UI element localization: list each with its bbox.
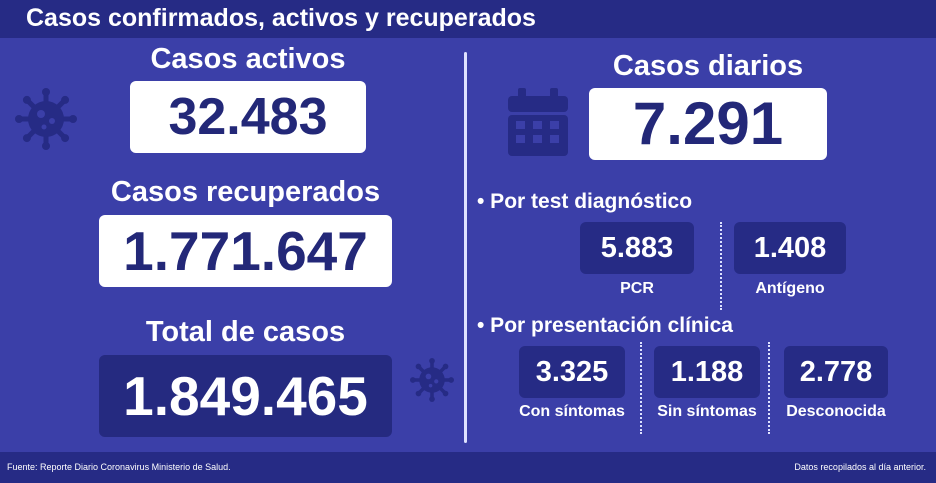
with-symptoms-label: Con síntomas (519, 403, 625, 420)
unknown-label: Desconocida (786, 403, 886, 420)
without-symptoms-label: Sin síntomas (657, 403, 757, 420)
pcr-label: PCR (620, 280, 654, 297)
daily-cases-label: Casos diarios (612, 50, 804, 82)
total-cases-label: Total de casos (145, 316, 346, 348)
data-note: Datos recopilados al día anterior. (794, 462, 926, 472)
pcr-value: 5.883 (580, 222, 694, 274)
test-section-title: • Por test diagnóstico (477, 190, 693, 213)
virus-icon (15, 88, 77, 150)
page-title: Casos confirmados, activos y recuperados (26, 4, 536, 32)
dotted-divider (720, 222, 722, 310)
virus-icon (410, 358, 454, 402)
recovered-cases-label: Casos recuperados (110, 176, 381, 208)
header-bar (0, 0, 936, 38)
dotted-divider (640, 342, 642, 434)
footer-bar (0, 452, 936, 483)
active-cases-value: 32.483 (130, 81, 366, 153)
antigen-value: 1.408 (734, 222, 846, 274)
daily-cases-value: 7.291 (589, 88, 827, 160)
calendar-icon (508, 88, 568, 156)
recovered-cases-value: 1.771.647 (99, 215, 392, 287)
dotted-divider (768, 342, 770, 434)
clinical-section-title: • Por presentación clínica (477, 314, 733, 337)
without-symptoms-value: 1.188 (654, 346, 760, 398)
with-symptoms-value: 3.325 (519, 346, 625, 398)
active-cases-label: Casos activos (150, 43, 346, 75)
column-divider (464, 52, 467, 443)
antigen-label: Antígeno (755, 280, 825, 297)
total-cases-value: 1.849.465 (99, 355, 392, 437)
unknown-value: 2.778 (784, 346, 888, 398)
source-note: Fuente: Reporte Diario Coronavirus Minis… (7, 462, 231, 472)
